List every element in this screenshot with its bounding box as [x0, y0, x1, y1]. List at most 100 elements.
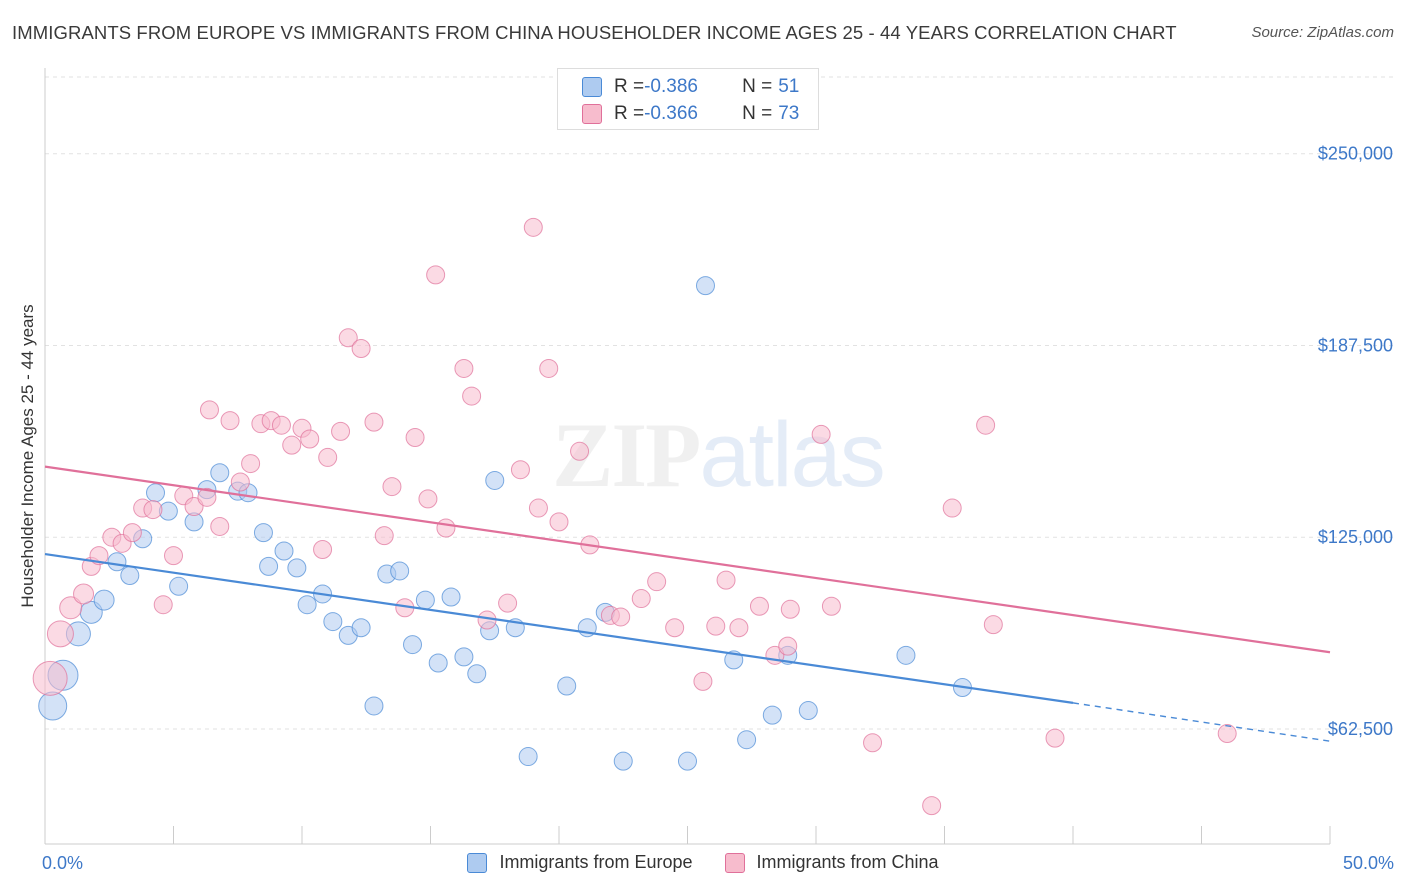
point-europe: [428, 653, 448, 673]
y-axis-title: Householder Income Ages 25 - 44 years: [18, 304, 37, 607]
point-china: [73, 583, 95, 605]
point-china: [59, 596, 83, 620]
point-china: [89, 546, 109, 566]
legend-label-europe: Immigrants from Europe: [499, 852, 693, 872]
point-europe: [169, 576, 189, 596]
point-china: [665, 618, 685, 638]
point-europe: [467, 664, 487, 684]
legend-swatch-europe: [467, 852, 488, 873]
point-china: [983, 615, 1003, 635]
r-label: R =: [614, 103, 645, 124]
point-china: [426, 265, 446, 285]
point-europe: [287, 558, 307, 578]
point-china: [729, 618, 749, 638]
point-china: [382, 477, 402, 497]
series-legend: Immigrants from Europe Immigrants from C…: [0, 852, 1406, 873]
point-china: [549, 512, 569, 532]
x-tick-label-max: 50.0%: [1343, 853, 1394, 873]
point-china: [1045, 728, 1065, 748]
point-europe: [737, 730, 757, 750]
x-tick-label-min: 0.0%: [42, 853, 83, 873]
point-europe: [415, 590, 435, 610]
point-europe: [557, 676, 577, 696]
point-europe: [274, 541, 294, 561]
point-china: [693, 671, 713, 691]
point-china: [631, 589, 651, 609]
n-label: N =: [742, 76, 773, 97]
point-europe: [390, 561, 410, 581]
point-china: [364, 412, 384, 432]
y-tick-label: $125,000: [1318, 527, 1393, 547]
y-tick-label: $62,500: [1328, 719, 1393, 739]
stats-row-china: R = -0.366 N = 73: [582, 102, 799, 126]
y-tick-label: $187,500: [1318, 335, 1393, 355]
point-china: [210, 516, 230, 536]
point-china: [184, 497, 204, 517]
point-china: [611, 607, 631, 627]
point-china: [241, 454, 261, 474]
point-china: [821, 596, 841, 616]
point-europe: [454, 647, 474, 667]
point-china: [523, 217, 543, 237]
point-china: [199, 400, 219, 420]
legend-item-china[interactable]: Immigrants from China: [724, 852, 939, 873]
trend-lines: [44, 465, 1331, 742]
point-china: [539, 358, 559, 378]
point-china: [313, 539, 333, 559]
point-europe: [107, 552, 127, 572]
point-china: [570, 441, 590, 461]
stats-swatch-china: [582, 104, 602, 124]
point-china: [436, 518, 456, 538]
point-europe: [613, 751, 633, 771]
r-label: R =: [614, 76, 645, 97]
point-europe: [762, 705, 782, 725]
point-europe: [798, 701, 818, 721]
legend-item-europe[interactable]: Immigrants from Europe: [467, 852, 693, 873]
source-label: Source: ZipAtlas.com: [1251, 24, 1394, 41]
chart-title: IMMIGRANTS FROM EUROPE VS IMMIGRANTS FRO…: [12, 22, 1177, 43]
r-value: -0.386: [644, 76, 698, 97]
point-china: [510, 460, 530, 480]
point-europe: [485, 470, 505, 490]
point-china: [863, 733, 883, 753]
trend-line-europe: [44, 552, 1074, 704]
point-europe: [678, 751, 697, 771]
point-china: [498, 593, 518, 613]
point-china: [351, 339, 371, 359]
point-china: [46, 620, 74, 648]
point-china: [454, 358, 474, 378]
y-tick-label: $250,000: [1318, 144, 1393, 164]
point-europe: [93, 589, 115, 611]
point-china: [780, 599, 800, 619]
point-china: [418, 489, 438, 509]
trend-line-europe-extension: [1072, 702, 1331, 742]
trend-line-china: [44, 465, 1331, 654]
watermark-atlas: atlas: [699, 404, 885, 506]
point-china: [122, 523, 142, 543]
point-china: [528, 498, 548, 518]
point-china: [331, 421, 351, 441]
point-china: [338, 328, 358, 348]
point-china: [942, 498, 962, 518]
point-china: [1217, 724, 1237, 744]
point-china: [282, 435, 302, 455]
stats-legend: R = -0.386 N = 51 R = -0.366 N = 73: [557, 68, 819, 130]
data-points: [32, 217, 1237, 816]
point-china: [32, 660, 68, 696]
point-china: [374, 526, 394, 546]
axis-labels: $62,500 $125,000 $187,500 $250,000 0.0% 50.0%…: [18, 144, 1394, 873]
point-europe: [896, 645, 916, 665]
n-label: N =: [742, 103, 773, 124]
point-china: [462, 386, 482, 406]
stats-row-europe: R = -0.386 N = 51: [582, 75, 799, 99]
point-china: [647, 572, 667, 592]
point-china: [778, 636, 798, 656]
point-europe: [253, 523, 273, 543]
point-europe: [146, 483, 166, 503]
point-europe: [120, 566, 140, 586]
point-china: [300, 429, 320, 449]
point-china: [811, 424, 831, 444]
watermark: ZIPatlas: [552, 402, 886, 508]
legend-swatch-china: [724, 852, 745, 873]
